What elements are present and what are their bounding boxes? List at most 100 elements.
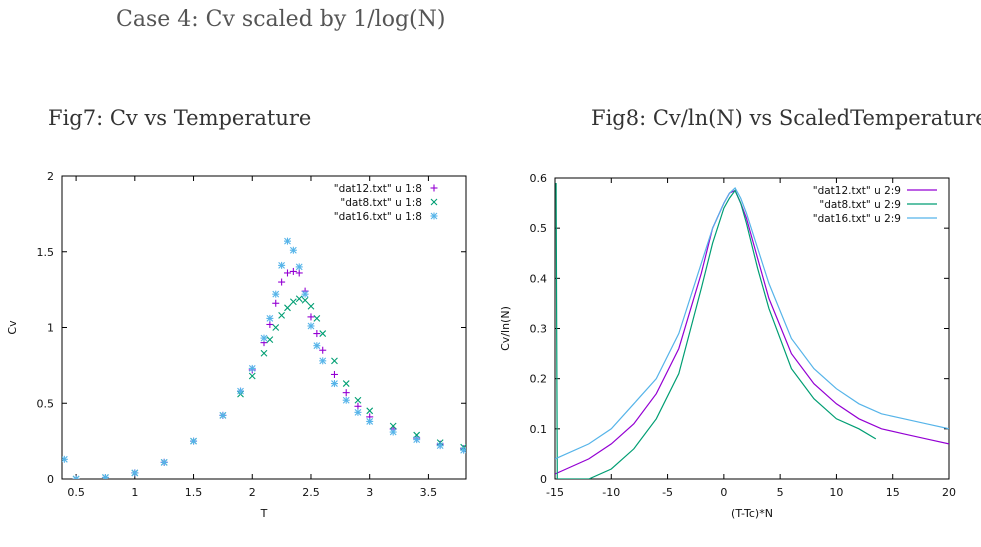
fig7-series-3-point <box>460 446 466 454</box>
fig7-series-3-point-stroke <box>72 475 77 479</box>
fig7-series-3-point-stroke <box>284 237 291 245</box>
fig7-series-3-point-stroke <box>75 475 80 479</box>
fig7-series-2-point <box>366 407 374 415</box>
fig7-series-1-point <box>319 346 327 354</box>
fig7-xaxis-label: T <box>260 507 268 520</box>
fig8-xtick-label: -15 <box>546 486 564 499</box>
fig7-xtick-label: 0.5 <box>67 486 85 499</box>
fig7-series-3-point-stroke <box>313 342 321 350</box>
fig7-xtick-label: 1 <box>131 486 138 499</box>
fig7-ytick-label: 0 <box>47 473 54 486</box>
fig7-xtick-label: 2 <box>249 486 256 499</box>
fig7-legend-label: "dat16.txt" u 1:8 <box>334 211 422 223</box>
fig8-yaxis-label: Cv/ln(N) <box>499 306 512 351</box>
fig7-series-3-point <box>72 475 80 479</box>
fig7-series-2-point <box>342 380 350 387</box>
fig7-series-2-point-stroke <box>278 311 286 319</box>
fig7-series-3-point <box>219 411 227 419</box>
fig7-series-3-point-stroke <box>190 437 197 445</box>
fig7-series-3-point-stroke <box>436 442 444 450</box>
fig7-series-3-point-stroke <box>219 411 227 419</box>
fig8-ytick-label: 0.1 <box>530 423 548 436</box>
fig7-series-3-point <box>413 436 421 444</box>
fig7-series-3-point-stroke <box>272 290 280 298</box>
fig7-series-3-point <box>62 455 68 463</box>
fig7-series-3-point-stroke <box>278 261 286 269</box>
fig7-series-3-point-stroke <box>260 334 268 342</box>
fig7-legend-label: "dat8.txt" u 1:8 <box>340 197 422 209</box>
fig7-series-2-point <box>319 330 327 337</box>
fig7-series-2-point-stroke <box>289 298 297 306</box>
fig8-ytick-label: 0.2 <box>530 373 548 386</box>
fig7-series-2-point <box>248 372 256 380</box>
fig8-series-1-line <box>555 189 949 475</box>
fig7-series-3-point <box>436 442 444 450</box>
fig7-ytick-label: 0.5 <box>37 397 55 410</box>
fig7-series-3-point-stroke <box>389 428 397 436</box>
fig7-xtick-label: 1.5 <box>185 486 203 499</box>
fig7-series-1-point <box>283 269 291 277</box>
fig7-series-2-point <box>301 296 309 304</box>
fig7-series-2-point <box>307 302 315 310</box>
fig7-series-2-point-stroke <box>272 324 280 331</box>
fig7-ytick-label: 2 <box>47 170 54 183</box>
fig7-xtick-label: 3 <box>366 486 373 499</box>
fig7-series-3-point-stroke <box>331 380 338 387</box>
fig7-series-3-point <box>330 380 338 388</box>
fig7-series-2-point-stroke <box>366 407 374 415</box>
fig7-series-3-point-stroke <box>62 455 68 463</box>
fig7-series-3-point-stroke <box>301 290 309 298</box>
fig8-legend-label: "dat8.txt" u 2:9 <box>819 199 901 211</box>
fig8-ytick-label: 0.5 <box>530 222 548 235</box>
fig7-series-1-point <box>272 299 280 307</box>
fig7-series-2-point <box>331 357 338 365</box>
fig7-series-2-point <box>295 295 303 303</box>
fig8-ytick-label: 0.6 <box>530 172 548 185</box>
fig7-series-3-point <box>248 364 256 372</box>
fig7-series-1-point <box>313 330 321 338</box>
fig8-xaxis-label: (T-Tc)*N <box>731 507 773 520</box>
page-heading: Case 4: Cv scaled by 1/log(N) <box>116 7 446 32</box>
fig8-series-3-line <box>555 187 949 460</box>
fig7-series-3-point-stroke <box>248 365 256 372</box>
fig7-xtick-label: 3.5 <box>420 486 438 499</box>
fig7-series-3-point-stroke <box>460 447 466 454</box>
fig7-series-2-point-stroke <box>319 330 327 337</box>
fig7-series-1-point <box>342 389 350 397</box>
fig7-series-1-point <box>307 313 315 321</box>
fig7-series-2-point-stroke <box>260 349 268 357</box>
fig7-series-3-point <box>160 458 168 466</box>
fig7-series-3-point-stroke <box>413 436 421 443</box>
fig8-xtick-label: -5 <box>662 486 673 499</box>
fig7-legend-swatch <box>430 198 438 206</box>
fig7-series-1-point <box>289 267 297 275</box>
fig7-series-3-point-stroke <box>237 387 244 395</box>
fig7-series-3-point <box>313 342 321 350</box>
fig7-series-3-point-stroke <box>366 418 374 425</box>
fig7-yaxis-label: Cv <box>6 320 19 335</box>
fig7-series-2-point <box>313 315 321 322</box>
fig7-plot-area <box>62 237 466 479</box>
fig7-series-2-point <box>278 311 286 319</box>
fig8-xtick-label: 20 <box>942 486 956 499</box>
fig7-series-1-point <box>330 370 338 378</box>
fig7-series-3-point-stroke <box>103 474 109 479</box>
fig7-series-2-point <box>266 336 274 344</box>
fig7-series-3-point <box>260 334 268 342</box>
fig7-legend: "dat12.txt" u 1:8 "dat8.txt" u 1:8 "dat16.… <box>334 183 438 223</box>
fig7-series-2-point-stroke <box>331 357 338 365</box>
fig7-series-2-point-stroke <box>313 315 321 322</box>
fig7-ytick-label: 1.5 <box>37 246 55 259</box>
fig7-legend-swatch-stroke <box>430 198 438 206</box>
fig7-series-3-point <box>301 290 309 298</box>
fig7-series-3-point-stroke <box>131 469 139 477</box>
fig7-legend-swatch <box>430 212 438 220</box>
fig7-series-2-point <box>354 396 362 404</box>
fig7-series-3-point <box>319 357 327 365</box>
fig8-xtick-label: -10 <box>602 486 620 499</box>
fig8-legend: "dat12.txt" u 2:9 "dat8.txt" u 2:9 "dat16.… <box>813 185 937 225</box>
fig7-legend-swatch-stroke <box>430 212 438 220</box>
fig7-series-3-point <box>289 246 297 254</box>
fig8-xtick-label: 5 <box>777 486 784 499</box>
